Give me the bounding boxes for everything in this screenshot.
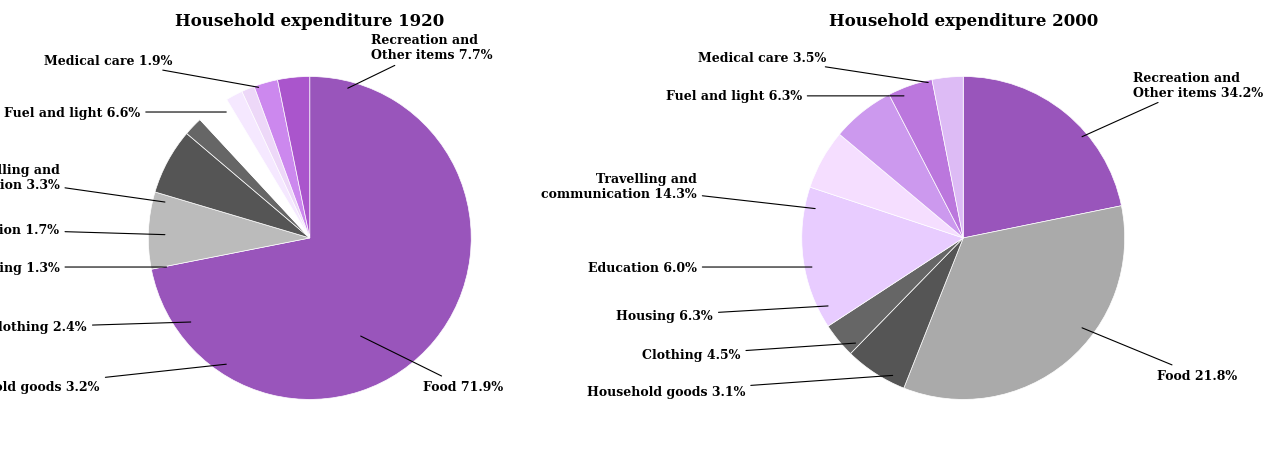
- Title: Household expenditure 1920: Household expenditure 1920: [176, 13, 444, 30]
- Text: Household goods 3.1%: Household goods 3.1%: [587, 375, 892, 398]
- Text: Clothing 2.4%: Clothing 2.4%: [0, 320, 191, 333]
- Wedge shape: [187, 120, 309, 238]
- Text: Housing 6.3%: Housing 6.3%: [616, 307, 827, 322]
- Text: Education 6.0%: Education 6.0%: [588, 261, 812, 274]
- Text: Medical care 3.5%: Medical care 3.5%: [698, 51, 928, 83]
- Text: Recreation and
Other items 7.7%: Recreation and Other items 7.7%: [348, 34, 493, 89]
- Wedge shape: [850, 238, 964, 388]
- Wedge shape: [889, 81, 964, 238]
- Wedge shape: [810, 135, 964, 238]
- Text: Medical care 1.9%: Medical care 1.9%: [45, 55, 258, 88]
- Text: Food 21.8%: Food 21.8%: [1082, 328, 1237, 382]
- Text: Food 71.9%: Food 71.9%: [360, 336, 503, 393]
- Wedge shape: [904, 206, 1125, 400]
- Text: Fuel and light 6.3%: Fuel and light 6.3%: [666, 90, 904, 103]
- Text: Housing 1.3%: Housing 1.3%: [0, 261, 167, 274]
- Text: Fuel and light 6.6%: Fuel and light 6.6%: [4, 106, 227, 119]
- Wedge shape: [802, 188, 964, 326]
- Wedge shape: [155, 134, 309, 238]
- Wedge shape: [827, 238, 964, 354]
- Wedge shape: [151, 77, 471, 400]
- Text: Travelling and
communication 3.3%: Travelling and communication 3.3%: [0, 163, 165, 203]
- Wedge shape: [255, 81, 309, 238]
- Title: Household expenditure 2000: Household expenditure 2000: [829, 13, 1097, 30]
- Text: Clothing 4.5%: Clothing 4.5%: [642, 344, 855, 361]
- Wedge shape: [278, 77, 309, 238]
- Wedge shape: [148, 193, 309, 269]
- Text: Travelling and
communication 14.3%: Travelling and communication 14.3%: [541, 173, 815, 209]
- Wedge shape: [242, 87, 309, 238]
- Wedge shape: [200, 100, 309, 238]
- Wedge shape: [964, 77, 1122, 238]
- Wedge shape: [932, 77, 964, 238]
- Wedge shape: [227, 92, 309, 238]
- Text: Household goods 3.2%: Household goods 3.2%: [0, 364, 227, 393]
- Wedge shape: [839, 95, 964, 238]
- Text: Recreation and
Other items 34.2%: Recreation and Other items 34.2%: [1082, 71, 1263, 138]
- Text: Education 1.7%: Education 1.7%: [0, 224, 165, 237]
